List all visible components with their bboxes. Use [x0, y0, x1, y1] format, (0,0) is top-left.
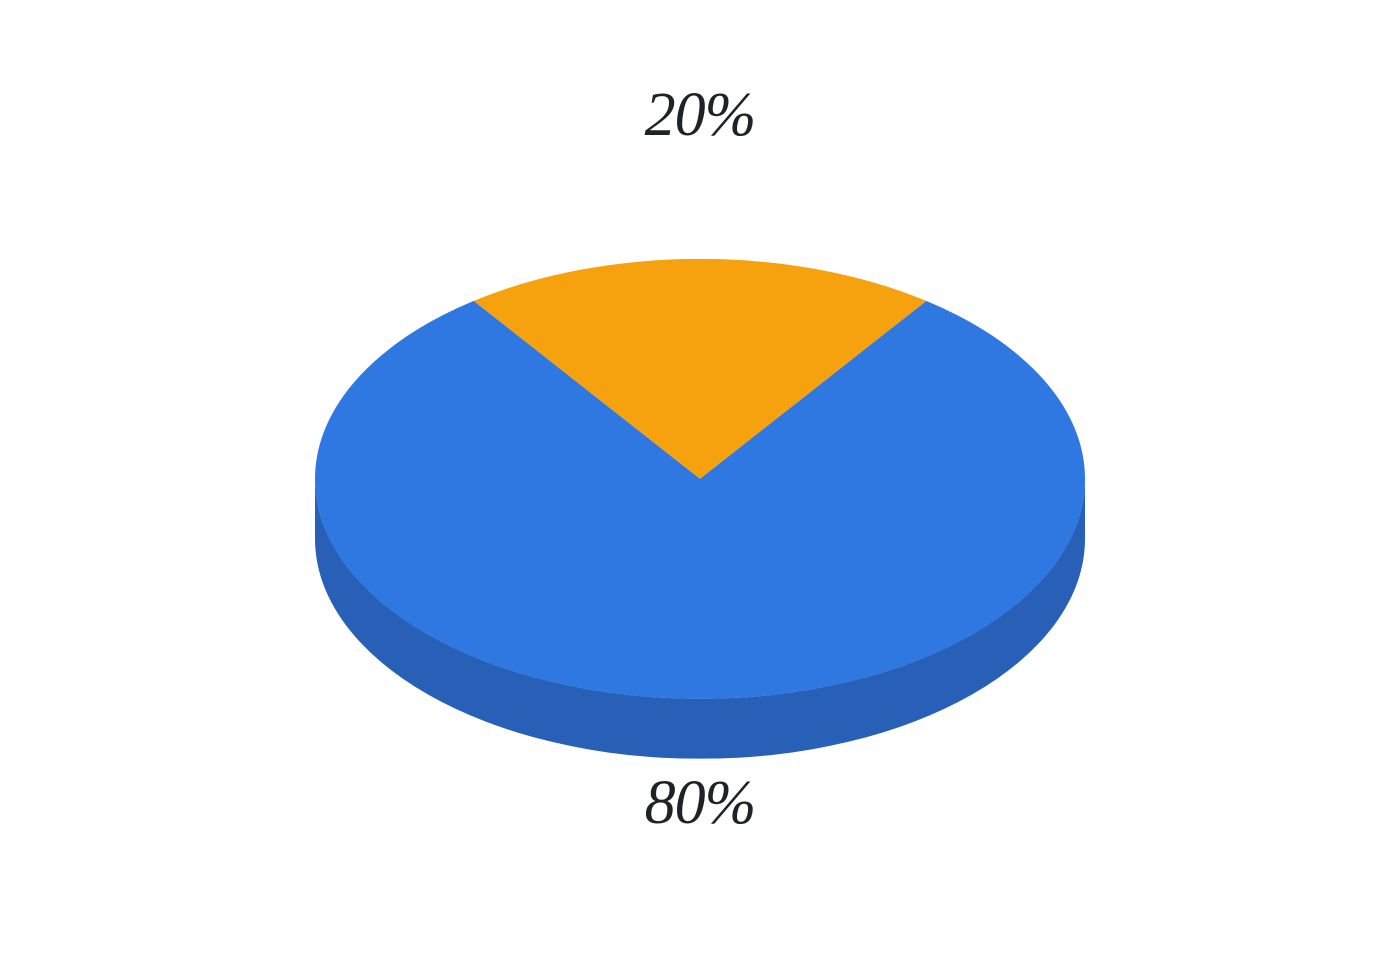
- pie-chart-container: 20% 80%: [0, 0, 1400, 980]
- pie-chart: [290, 199, 1110, 759]
- slice-label-top: 20%: [645, 80, 756, 151]
- slice-label-bottom: 80%: [645, 768, 756, 839]
